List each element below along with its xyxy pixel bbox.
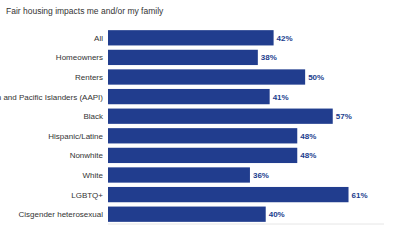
title: Fair housing impacts me and/or my family: [6, 6, 164, 16]
bar: [108, 30, 274, 45]
data-label: 36%: [253, 171, 269, 180]
category-label: Asian American and Pacific Islanders (AA…: [0, 93, 103, 102]
x-axis-line: [108, 224, 384, 225]
data-label: 57%: [336, 112, 352, 121]
category-label: Homeowners: [56, 53, 103, 62]
category-label: Renters: [75, 73, 103, 82]
category-label: All: [94, 34, 103, 43]
data-label: 38%: [261, 53, 277, 62]
data-label: 40%: [269, 210, 285, 219]
bar: [108, 89, 270, 104]
labels: All 42% Homeowners 38% Renters 50% Asian Ameri…: [0, 34, 368, 219]
data-label: 61%: [352, 191, 368, 200]
category-label: Cisgender heterosexual: [19, 210, 104, 219]
bar: [108, 128, 297, 143]
category-label: LGBTQ+: [71, 191, 103, 200]
bar: [108, 148, 297, 163]
bar: [108, 109, 333, 124]
chart-root: Fair housing impacts me and/or my family…: [0, 0, 400, 235]
bar: [108, 69, 305, 84]
category-label: Nonwhite: [70, 151, 104, 160]
category-label: White: [83, 171, 104, 180]
category-label: Hispanic/Latine: [48, 132, 103, 141]
bar: [108, 167, 250, 182]
bar: [108, 187, 349, 202]
bars: [108, 30, 349, 222]
category-label: Black: [83, 112, 104, 121]
data-label: 48%: [300, 151, 316, 160]
data-label: 50%: [308, 73, 324, 82]
data-label: 41%: [273, 93, 289, 102]
bar: [108, 207, 266, 222]
data-label: 48%: [300, 132, 316, 141]
data-label: 42%: [277, 34, 293, 43]
chart-svg: Fair housing impacts me and/or my family…: [0, 0, 400, 235]
bar: [108, 50, 258, 65]
